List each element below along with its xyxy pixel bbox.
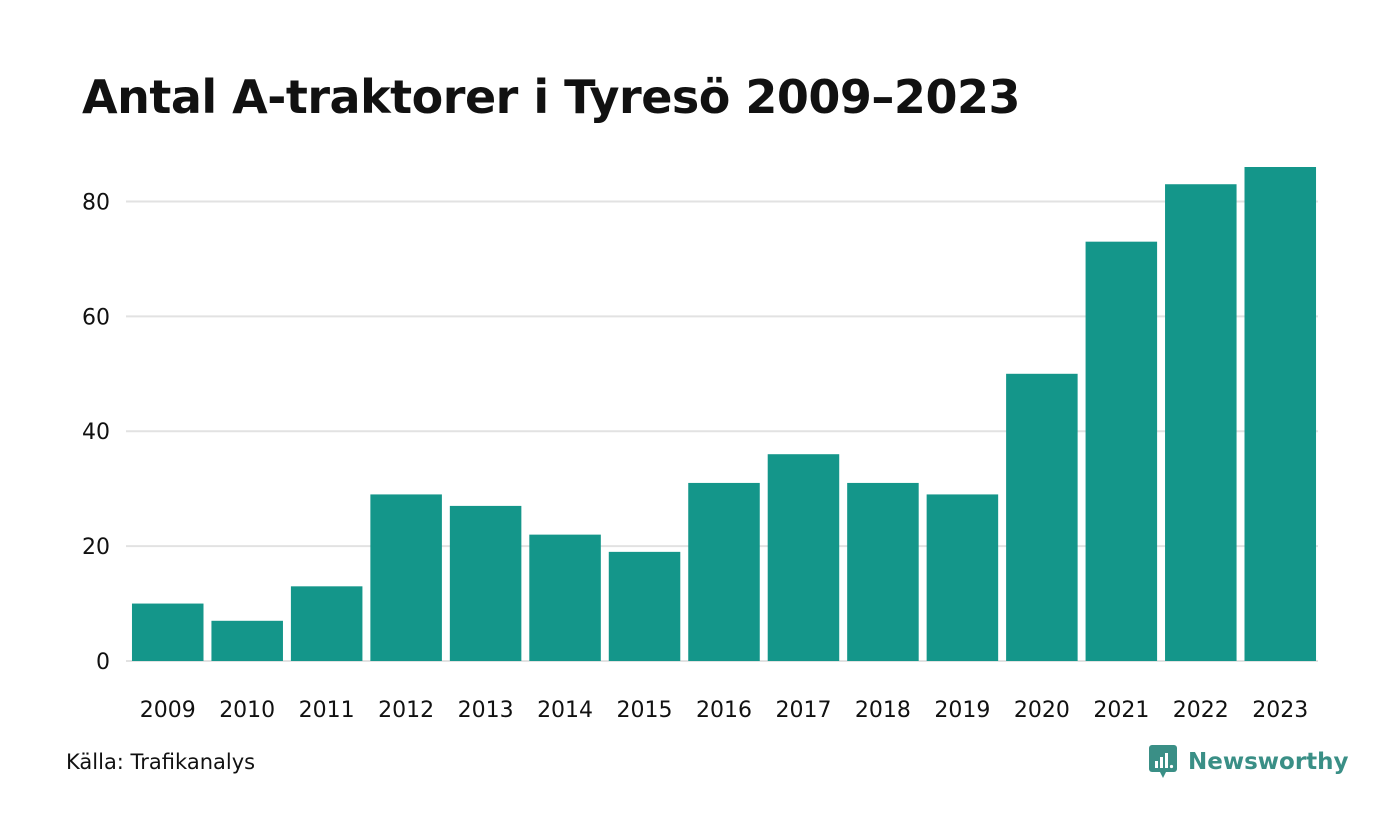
- newsworthy-logo-icon: [1149, 745, 1177, 778]
- bar-2016: [688, 482, 760, 661]
- y-tick-label: 60: [82, 305, 110, 330]
- bar-2011: [290, 586, 363, 661]
- y-tick-label: 20: [82, 535, 110, 560]
- bar-2017: [767, 454, 840, 661]
- x-tick-label: 2019: [934, 698, 990, 723]
- x-tick-label: 2015: [617, 698, 673, 723]
- bar-2010: [211, 620, 283, 661]
- x-tick-label: 2023: [1252, 698, 1308, 723]
- bar-2022: [1165, 184, 1237, 662]
- x-tick-label: 2022: [1173, 698, 1229, 723]
- y-axis-ticks: 0 20 40 60 80: [82, 190, 110, 675]
- x-tick-label: 2018: [855, 698, 911, 723]
- x-tick-label: 2014: [537, 698, 593, 723]
- bar-2020: [1006, 373, 1078, 661]
- y-tick-label: 0: [96, 650, 110, 675]
- bar-2015: [608, 551, 681, 661]
- bar-2014: [529, 534, 601, 661]
- brand-logo: Newsworthy: [1148, 744, 1349, 780]
- bar-2009: [131, 603, 204, 661]
- x-tick-label: 2013: [458, 698, 514, 723]
- logo-text: Newsworthy: [1188, 749, 1349, 775]
- x-tick-label: 2011: [299, 698, 355, 723]
- chart-title: Antal A-traktorer i Tyresö 2009–2023: [82, 70, 1020, 124]
- x-tick-label: 2020: [1014, 698, 1070, 723]
- x-axis-ticks: 2009 2010 2011 2012 2013 2014 2015 2016 2017 2018…: [140, 698, 1309, 723]
- bars: [131, 167, 1317, 662]
- x-tick-label: 2016: [696, 698, 752, 723]
- bar-2012: [370, 494, 442, 661]
- bar-2021: [1085, 241, 1158, 661]
- source-note: Källa: Trafikanalys: [66, 750, 256, 774]
- x-tick-label: 2012: [378, 698, 434, 723]
- y-tick-label: 40: [82, 420, 110, 445]
- bar-2013: [449, 505, 522, 661]
- x-tick-label: 2010: [219, 698, 275, 723]
- y-tick-label: 80: [82, 190, 110, 215]
- bar-2019: [926, 494, 999, 661]
- x-tick-label: 2021: [1093, 698, 1149, 723]
- bar-2018: [847, 482, 919, 661]
- x-tick-label: 2009: [140, 698, 196, 723]
- x-tick-label: 2017: [775, 698, 831, 723]
- bar-2023: [1244, 167, 1317, 661]
